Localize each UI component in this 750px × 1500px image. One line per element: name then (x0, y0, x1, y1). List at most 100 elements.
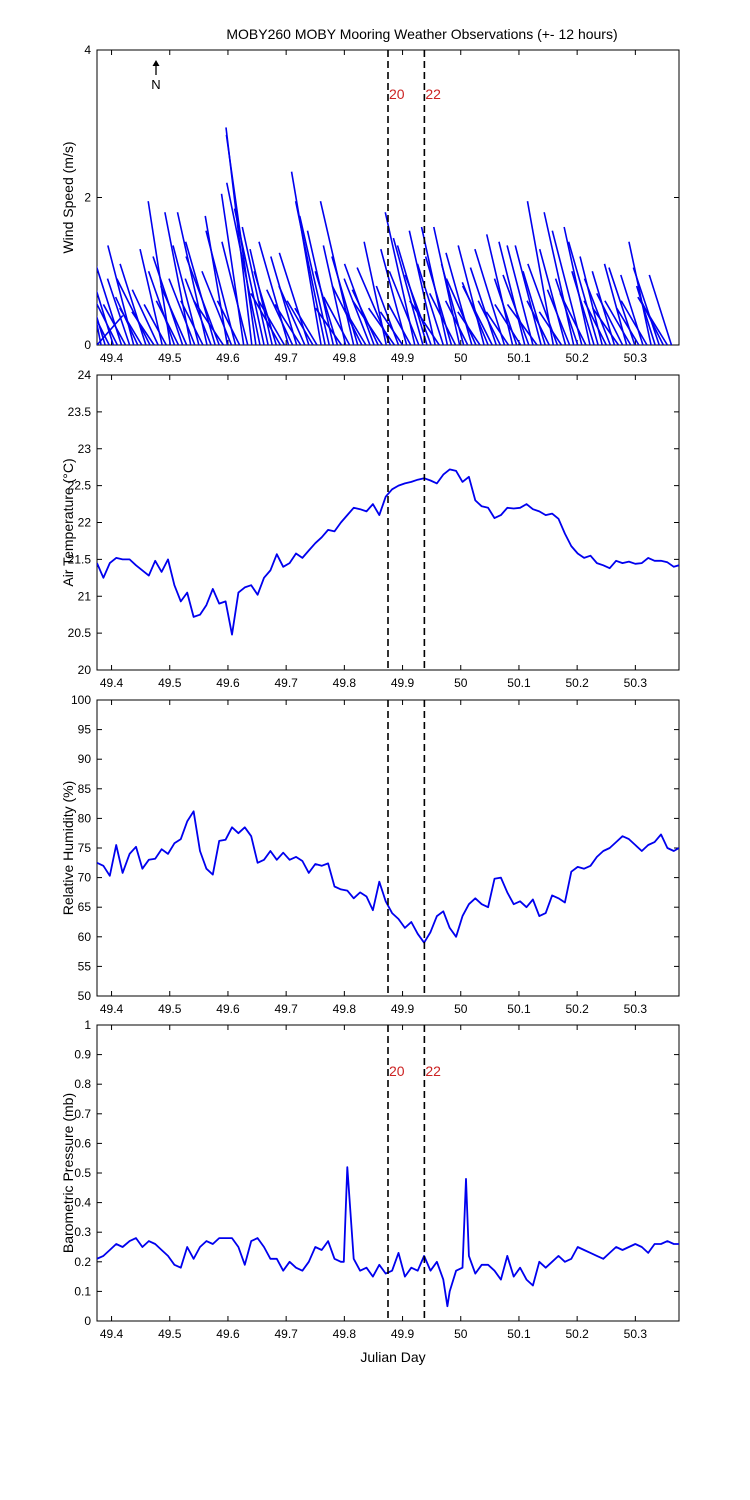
x-tick-label: 49.8 (333, 1327, 357, 1341)
y-tick-label: 60 (78, 930, 92, 944)
wind-stick (620, 300, 648, 345)
panels: 49.4 49.5 49.6 49.7 49.8 49.9 50 50.1 50.2 50.3 0 2… (60, 43, 680, 1341)
y-tick-label: 4 (84, 43, 91, 57)
wind-stick (97, 315, 106, 345)
wind-stick (648, 274, 673, 345)
y-tick-label: 2 (84, 191, 91, 205)
y-tick-label: 0.2 (74, 1255, 91, 1269)
x-tick-label: 49.8 (333, 351, 357, 365)
y-axis-label: Air Temperature (°C) (60, 458, 76, 586)
y-tick-label: 21.5 (68, 552, 92, 566)
wind-stick (477, 300, 502, 345)
wind-stick (323, 296, 351, 345)
wind-stick (97, 265, 123, 345)
x-tick-label: 49.5 (158, 1002, 182, 1016)
wind-stick (554, 278, 579, 345)
wind-stick (193, 300, 224, 345)
wind-stick (331, 285, 363, 345)
x-tick-label: 49.7 (274, 351, 298, 365)
y-tick-label: 0.5 (74, 1166, 91, 1180)
wind-stick (632, 267, 660, 345)
wind-stick (445, 278, 477, 345)
wind-stick (592, 307, 620, 345)
wind-stick (221, 241, 249, 345)
y-axis-label: Relative Humidity (%) (60, 781, 76, 916)
wind-stick (155, 300, 180, 345)
x-axis-label: Julian Day (360, 1349, 425, 1365)
series-group (97, 127, 673, 345)
wind-stick (147, 270, 176, 345)
wind-stick (440, 263, 465, 345)
y-tick-label: 65 (78, 900, 92, 914)
x-tick-label: 50.1 (507, 1002, 531, 1016)
wind-stick (322, 245, 347, 345)
wind-stick (97, 318, 110, 345)
wind-stick (526, 300, 550, 345)
wind-stick (444, 300, 469, 345)
wind-stick (351, 289, 379, 345)
x-tick-label: 49.7 (274, 1002, 298, 1016)
wind-stick (445, 252, 473, 345)
y-tick-label: 1 (84, 1018, 91, 1032)
x-tick-label: 49.7 (274, 676, 298, 690)
wind-stick (604, 300, 632, 345)
y-tick-label: 22 (78, 516, 92, 530)
y-tick-label: 0 (84, 1314, 91, 1328)
wind-stick (596, 293, 624, 345)
x-tick-label: 49.9 (391, 1327, 415, 1341)
x-tick-label: 50 (454, 676, 468, 690)
figure-title: MOBY260 MOBY Mooring Weather Observation… (226, 26, 617, 42)
x-tick-label: 50 (454, 351, 468, 365)
wind-stick (241, 226, 269, 345)
wind-stick (567, 241, 599, 345)
x-tick-label: 50.3 (624, 1002, 648, 1016)
wind-stick (102, 304, 127, 345)
wind-stick (432, 226, 461, 345)
wind-stick (180, 300, 204, 345)
wind-stick (286, 300, 314, 345)
x-tick-label: 50.2 (565, 676, 589, 690)
wind-stick (409, 300, 440, 345)
wind-stick (506, 245, 534, 345)
x-tick-label: 50 (454, 1327, 468, 1341)
wind-stick (485, 311, 510, 345)
y-tick-label: 0.6 (74, 1136, 91, 1150)
x-tick-label: 50.1 (507, 676, 531, 690)
x-tick-label: 50.3 (624, 1327, 648, 1341)
wind-stick (388, 270, 420, 345)
x-tick-label: 50.1 (507, 1327, 531, 1341)
wind-stick (457, 311, 481, 345)
wind-stick (168, 278, 196, 345)
x-tick-label: 49.6 (216, 676, 240, 690)
wind-stick (257, 300, 286, 345)
y-tick-label: 21 (78, 589, 92, 603)
wind-stick (184, 278, 212, 345)
y-tick-label: 24 (78, 368, 92, 382)
y-tick-label: 50 (78, 989, 92, 1003)
wind-stick (290, 171, 322, 345)
series-line (97, 1166, 679, 1308)
wind-stick (270, 256, 298, 345)
wind-stick (266, 289, 294, 345)
y-tick-label: 70 (78, 871, 92, 885)
y-axis-label: Barometric Pressure (mb) (60, 1093, 76, 1253)
panel-1: 49.4 49.5 49.6 49.7 49.8 49.9 50 50.1 50.2 50.3 0 2… (60, 43, 680, 365)
wind-stick (160, 285, 188, 345)
wind-stick (583, 300, 607, 345)
wind-stick (233, 208, 265, 345)
series-line (97, 810, 679, 944)
panel-3: 49.4 49.5 49.6 49.7 49.8 49.9 50 50.1 50.2 50.3 50… (60, 693, 680, 1016)
y-tick-label: 0.3 (74, 1225, 91, 1239)
y-tick-label: 22.5 (68, 479, 92, 493)
x-tick-label: 50 (454, 1002, 468, 1016)
y-tick-label: 0.7 (74, 1107, 91, 1121)
wind-stick (97, 302, 119, 345)
wind-stick (343, 307, 367, 345)
series-group (97, 1166, 679, 1308)
wind-stick (416, 263, 445, 345)
y-tick-label: 55 (78, 959, 92, 973)
wind-stick (571, 271, 595, 345)
wind-stick (457, 245, 485, 345)
wind-stick (143, 304, 167, 345)
wind-stick (583, 278, 612, 345)
